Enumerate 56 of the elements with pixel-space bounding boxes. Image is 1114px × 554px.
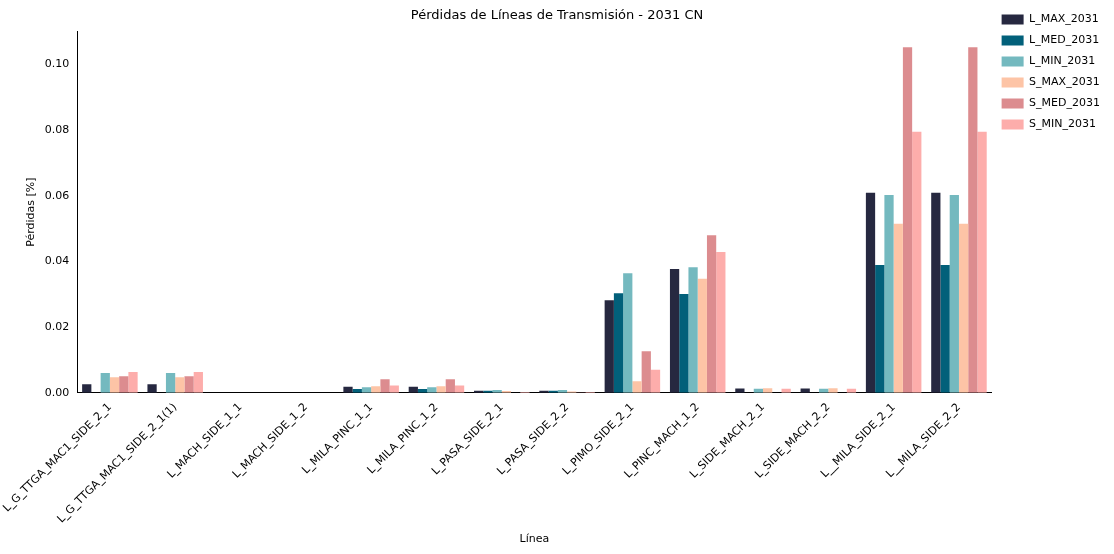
legend-label: L_MED_2031 [1029,33,1100,47]
bar [119,376,129,393]
y-tick-label: 0.02 [44,319,70,333]
bar [165,373,176,393]
bar [632,381,642,393]
legend-label: S_MED_2031 [1029,96,1100,110]
y-tick-label: 0.00 [44,385,70,399]
y-tick-label: 0.06 [44,188,70,202]
x-axis-title: Línea [519,532,550,546]
bar [893,223,903,393]
bar [800,388,810,393]
bar [735,388,745,393]
bar [193,372,203,393]
bar [706,235,717,393]
y-tick-label: 0.04 [44,254,70,268]
bar [949,195,959,393]
y-tick-label: 0.10 [44,57,70,71]
bar [604,300,614,393]
bar [669,268,680,393]
bar [436,386,446,393]
bar [82,384,92,393]
bar [128,372,138,393]
bar [679,293,689,393]
bar [688,267,698,393]
legend-label: S_MAX_2031 [1029,75,1100,89]
chart-title: Pérdidas de Líneas de Transmisión - 2031 CN [410,7,704,23]
bar [940,265,950,393]
bar [875,265,885,393]
bar [977,131,987,393]
y-axis-title: Pérdidas [%] [23,177,37,247]
bar [902,47,913,393]
bar [650,369,661,393]
bar [380,379,390,393]
bar [828,388,838,393]
bar [184,376,194,393]
bar [884,195,894,393]
bar [912,131,922,393]
bar [100,373,110,393]
bar [445,379,455,393]
y-tick-label: 0.08 [44,122,70,136]
legend-label: L_MAX_2031 [1029,12,1099,26]
bar [697,278,707,393]
bar [613,293,624,393]
bar [175,377,185,393]
bar [865,192,876,393]
bar [623,273,633,393]
legend-label: S_MIN_2031 [1029,117,1097,131]
bar [958,223,969,393]
legend-label: L_MIN_2031 [1029,54,1096,68]
bar [109,377,120,393]
bar [641,351,651,393]
bar [931,192,941,393]
bar [147,384,157,393]
bar [343,386,353,393]
bar [716,251,726,393]
bar [968,47,978,393]
